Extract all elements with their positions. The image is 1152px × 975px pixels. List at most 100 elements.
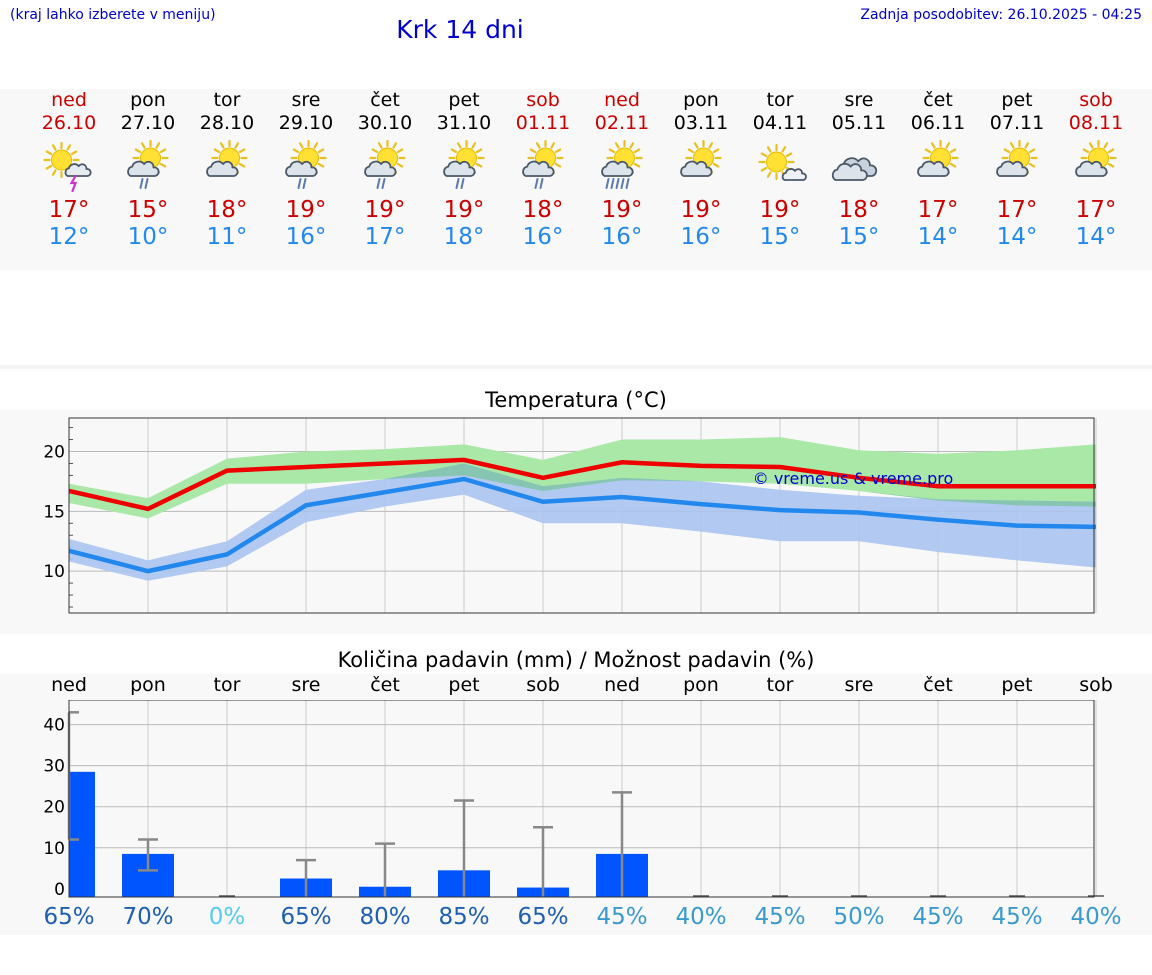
min-temp: 16° [285,224,327,250]
forecast-day: pet 07.11 17° 14° [978,89,1057,251]
min-temp-band [69,463,1096,581]
sun-cloud-icon [662,135,741,197]
day-name: pet [1001,89,1033,111]
day-name: čet [923,89,953,111]
min-temp-line [68,476,1097,574]
forecast-day: tor 04.11 19° 15° [741,89,820,251]
day-date: 02.11 [594,112,650,134]
x-tick-label: čet [923,674,953,696]
forecast-strip: ned 26.10 17° 12° pon 27.10 15° 10° tor 28.10 18° 1… [0,89,1152,270]
min-temp: 16° [680,224,722,250]
x-tick-label: sre [291,674,321,696]
day-date: 01.11 [515,112,571,134]
max-temp-line [68,457,1096,512]
day-name: pon [683,89,719,111]
min-temp: 18° [443,224,485,250]
sun-small-cloud-icon [741,135,820,197]
precipitation-probability: 85% [438,904,490,930]
day-date: 31.10 [436,112,492,134]
plot-frame [68,417,1095,614]
precipitation-chart: 0 10 20 30 40 [43,700,1104,900]
min-temp: 15° [838,224,880,250]
day-name: tor [213,89,241,111]
forecast-day: ned 26.10 17° 12° [30,89,109,251]
max-temp: 19° [680,197,722,223]
sun-cloud-rain-icon [109,135,188,197]
day-name: sre [844,89,874,111]
day-date: 05.11 [831,112,887,134]
max-temp: 19° [601,197,643,223]
precipitation-probability: 65% [43,904,95,930]
day-name: pon [130,89,166,111]
forecast-day: pet 31.10 19° 18° [425,89,504,251]
min-temp: 15° [759,224,801,250]
x-tick-label: ned [51,674,87,696]
day-date: 27.10 [120,112,176,134]
max-temp: 17° [1075,197,1117,223]
divider [0,365,1152,369]
day-name: pet [448,89,480,111]
temperature-chart: 10 15 20 © vreme.us & vreme.pro [43,417,1097,614]
x-tick-label: sob [526,674,560,696]
max-temp: 18° [838,197,880,223]
day-date: 06.11 [910,112,966,134]
sun-cloud-rain-icon [346,135,425,197]
precipitation-probability: 45% [754,904,806,930]
y-tick-label: 40 [43,716,65,736]
min-temp: 14° [996,224,1038,250]
min-temp: 16° [601,224,643,250]
precipitation-probability: 45% [912,904,964,930]
x-tick-label: pet [1001,674,1033,696]
precipitation-chart-title: Količina padavin (mm) / Možnost padavin … [337,648,815,672]
max-temp: 19° [443,197,485,223]
y-tick-label: 30 [43,757,65,777]
y-tick-label: 20 [43,798,65,818]
day-name: ned [604,89,640,111]
x-tick-label: tor [213,674,241,696]
day-date: 26.10 [41,112,97,134]
forecast-day: pon 27.10 15° 10° [109,89,188,251]
day-name: ned [51,89,87,111]
x-tick-label: sre [844,674,874,696]
precipitation-probability: 65% [280,904,332,930]
max-temp: 19° [364,197,406,223]
forecast-day: sre 29.10 19° 16° [267,89,346,251]
cloudy-icon [820,135,899,197]
location-hint: (kraj lahko izberete v meniju) [10,7,216,23]
day-name: sre [291,89,321,111]
precipitation-probability: 50% [833,904,885,930]
precipitation-probability: 70% [122,904,174,930]
x-tick-label: sob [1079,674,1113,696]
sun-cloud-rain-icon [267,135,346,197]
page-title: Krk 14 dni [396,15,524,44]
max-temp-band [69,437,1096,519]
x-tick-label: tor [766,674,794,696]
sun-cloud-rain-icon [425,135,504,197]
plot-frame [68,700,1095,898]
day-name: sob [1079,89,1113,111]
forecast-day: ned 02.11 19° 16° [583,89,662,251]
precipitation-chart-area: ned pon tor sre čet pet sob ned pon tor sre čet pet s… [0,674,1152,935]
forecast-day: sob 08.11 17° 14° [1057,89,1136,251]
sun-cloud-icon [978,135,1057,197]
precipitation-probability: 40% [675,904,727,930]
sun-cloud-thunder-icon [30,135,109,197]
sun-cloud-rain-icon [504,135,583,197]
min-temp: 11° [206,224,248,250]
precipitation-probability: 45% [991,904,1043,930]
y-tick-label: 15 [43,502,65,522]
max-temp: 18° [522,197,564,223]
precipitation-probability: 65% [517,904,569,930]
x-tick-label: čet [370,674,400,696]
precipitation-probability: 45% [596,904,648,930]
last-update: Zadnja posodobitev: 26.10.2025 - 04:25 [860,7,1142,23]
x-tick-label: ned [604,674,640,696]
min-temp: 10° [127,224,169,250]
min-temp: 17° [364,224,406,250]
day-name: sob [526,89,560,111]
day-date: 08.11 [1068,112,1124,134]
y-tick-label: 20 [43,442,65,462]
max-temp: 17° [996,197,1038,223]
x-tick-label: pon [683,674,719,696]
max-temp: 17° [48,197,90,223]
